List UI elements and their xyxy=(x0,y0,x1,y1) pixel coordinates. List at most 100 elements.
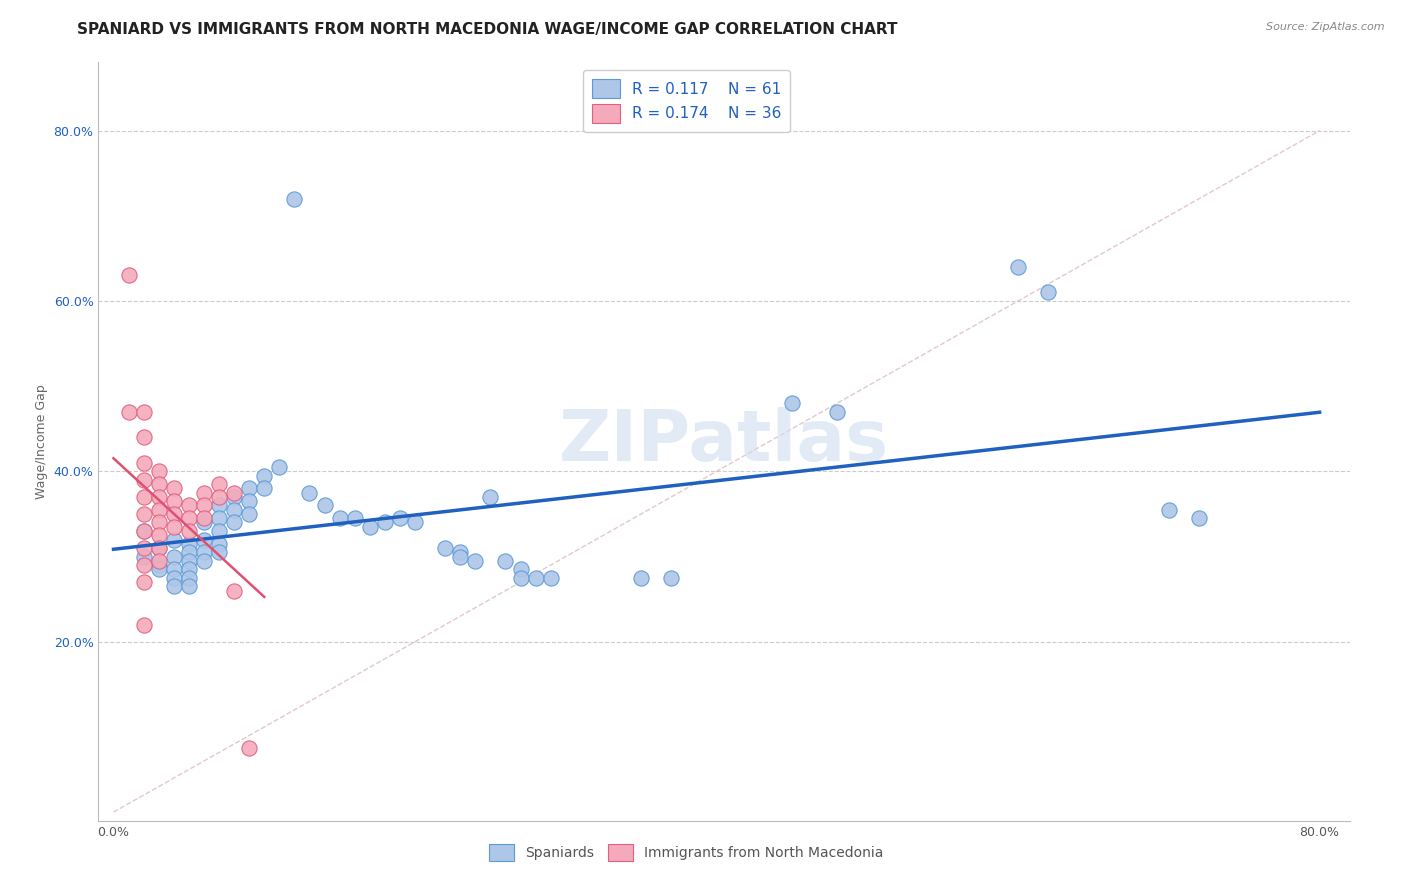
Point xyxy=(177,524,200,538)
Point xyxy=(224,516,246,530)
Point xyxy=(479,490,502,504)
Point xyxy=(132,558,155,572)
Point xyxy=(148,502,170,516)
Point xyxy=(1038,285,1060,300)
Point xyxy=(343,511,366,525)
Point xyxy=(283,192,305,206)
Text: Source: ZipAtlas.com: Source: ZipAtlas.com xyxy=(1267,22,1385,32)
Point xyxy=(208,524,231,538)
Point xyxy=(509,562,531,576)
Point xyxy=(404,516,426,530)
Point xyxy=(132,507,155,521)
Point xyxy=(148,528,170,542)
Point xyxy=(524,571,547,585)
Point xyxy=(329,511,352,525)
Point xyxy=(630,571,652,585)
Legend: Spaniards, Immigrants from North Macedonia: Spaniards, Immigrants from North Macedon… xyxy=(484,838,890,867)
Point xyxy=(148,464,170,478)
Point xyxy=(163,549,186,564)
Point xyxy=(238,741,260,756)
Point xyxy=(132,524,155,538)
Point xyxy=(132,473,155,487)
Point xyxy=(148,562,170,576)
Point xyxy=(359,520,381,534)
Point xyxy=(193,485,215,500)
Point xyxy=(208,511,231,525)
Point xyxy=(148,477,170,491)
Point xyxy=(659,571,682,585)
Point xyxy=(132,549,155,564)
Point xyxy=(253,468,276,483)
Point xyxy=(148,558,170,572)
Point xyxy=(224,502,246,516)
Point xyxy=(224,490,246,504)
Text: ZIPatlas: ZIPatlas xyxy=(560,407,889,476)
Point xyxy=(374,516,396,530)
Point xyxy=(148,541,170,555)
Point xyxy=(132,430,155,444)
Point xyxy=(495,554,517,568)
Point xyxy=(177,511,200,525)
Point xyxy=(208,477,231,491)
Point xyxy=(132,617,155,632)
Point xyxy=(780,396,803,410)
Point xyxy=(298,485,321,500)
Point xyxy=(224,485,246,500)
Point xyxy=(193,511,215,525)
Point xyxy=(177,579,200,593)
Point xyxy=(253,482,276,496)
Point xyxy=(193,499,215,513)
Point xyxy=(177,537,200,551)
Point xyxy=(177,562,200,576)
Y-axis label: Wage/Income Gap: Wage/Income Gap xyxy=(35,384,48,499)
Point xyxy=(193,545,215,559)
Point xyxy=(177,554,200,568)
Point xyxy=(148,490,170,504)
Point xyxy=(177,545,200,559)
Point xyxy=(132,456,155,470)
Point xyxy=(132,524,155,538)
Point xyxy=(509,571,531,585)
Point xyxy=(148,554,170,568)
Point xyxy=(132,575,155,590)
Point xyxy=(208,537,231,551)
Point xyxy=(117,268,139,283)
Point xyxy=(193,533,215,547)
Point xyxy=(132,405,155,419)
Point xyxy=(314,499,336,513)
Point xyxy=(148,541,170,555)
Point xyxy=(825,405,848,419)
Point xyxy=(208,545,231,559)
Point xyxy=(163,562,186,576)
Point xyxy=(163,494,186,508)
Point xyxy=(449,549,471,564)
Point xyxy=(163,571,186,585)
Point xyxy=(238,482,260,496)
Point xyxy=(464,554,486,568)
Point xyxy=(540,571,562,585)
Point xyxy=(163,507,186,521)
Point xyxy=(224,583,246,598)
Point xyxy=(1157,502,1180,516)
Point xyxy=(177,571,200,585)
Point xyxy=(132,541,155,555)
Point xyxy=(269,460,291,475)
Point xyxy=(193,554,215,568)
Text: SPANIARD VS IMMIGRANTS FROM NORTH MACEDONIA WAGE/INCOME GAP CORRELATION CHART: SPANIARD VS IMMIGRANTS FROM NORTH MACEDO… xyxy=(77,22,898,37)
Point xyxy=(148,516,170,530)
Point xyxy=(163,482,186,496)
Point xyxy=(1007,260,1029,274)
Point xyxy=(388,511,411,525)
Point xyxy=(208,499,231,513)
Point xyxy=(177,499,200,513)
Point xyxy=(193,516,215,530)
Point xyxy=(163,579,186,593)
Point xyxy=(163,520,186,534)
Point xyxy=(132,490,155,504)
Point xyxy=(434,541,457,555)
Point xyxy=(238,507,260,521)
Point xyxy=(449,545,471,559)
Point xyxy=(208,490,231,504)
Point xyxy=(238,494,260,508)
Point xyxy=(117,405,139,419)
